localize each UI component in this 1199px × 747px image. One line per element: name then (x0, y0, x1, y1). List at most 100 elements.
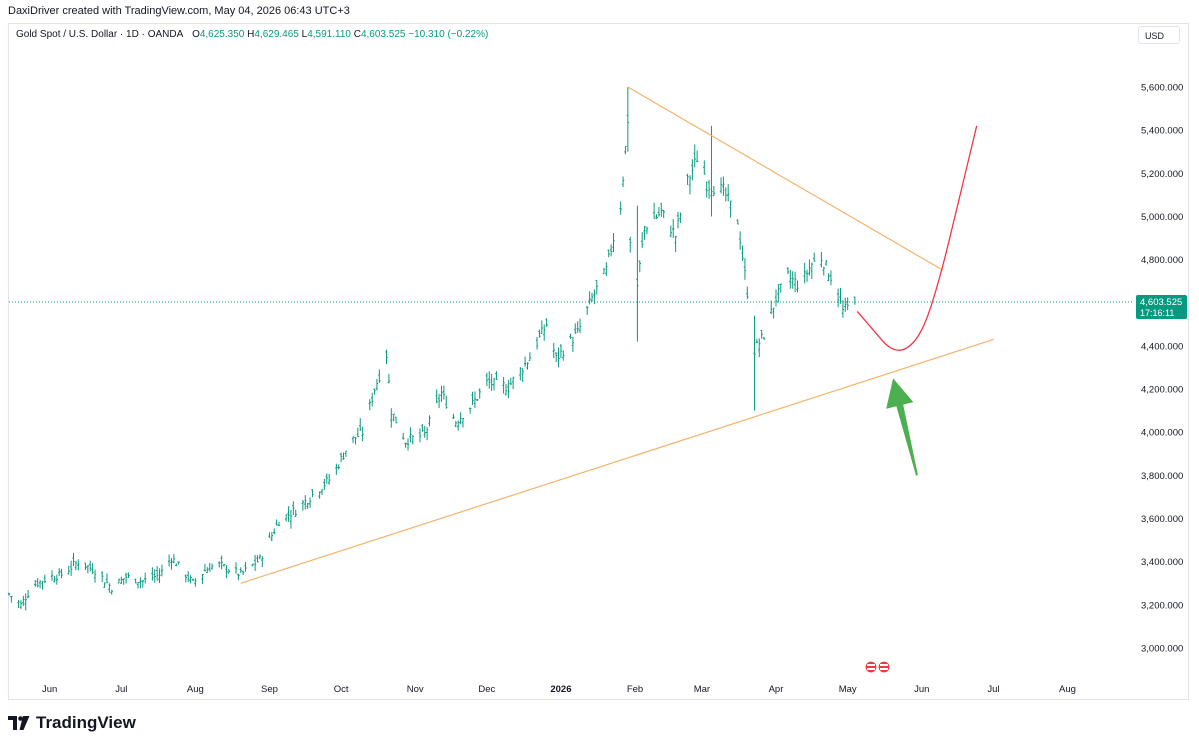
ohlc-bar (136, 582, 140, 589)
ohlc-bar (841, 300, 845, 318)
support-trendline (240, 338, 994, 584)
ohlc-bar (390, 408, 393, 428)
ohlc-bar (270, 532, 274, 542)
open-label: O (192, 29, 200, 40)
x-tick-label: Jul (987, 684, 999, 695)
ohlc-bar (251, 563, 254, 567)
ohlc-bar (607, 249, 610, 258)
ohlc-bar (543, 324, 546, 341)
ohlc-bar (120, 576, 123, 584)
ohlc-bar (53, 575, 56, 583)
ohlc-bar (359, 418, 362, 432)
ohlc-bar (638, 260, 641, 273)
ohlc-bar (810, 262, 814, 280)
ohlc-bar (356, 427, 360, 438)
currency-button[interactable]: USD (1138, 26, 1180, 44)
ohlc-bar (57, 568, 61, 577)
ohlc-bar (284, 514, 288, 522)
x-tick-label: Apr (769, 684, 784, 695)
ohlc-bar (184, 574, 188, 583)
ohlc-bar (552, 342, 555, 359)
y-tick-label: 5,600.000 (1141, 83, 1183, 94)
ohlc-bar (19, 600, 23, 609)
ohlc-bar (476, 399, 479, 401)
ohlc-bar (394, 416, 398, 424)
ohlc-bar (569, 333, 572, 339)
ohlc-bar (554, 352, 558, 363)
ohlc-bar (803, 262, 806, 284)
ohlc-bar (454, 420, 458, 428)
ohlc-bar (105, 573, 109, 584)
ohlc-bar (239, 567, 242, 573)
ohlc-bar (504, 383, 508, 396)
close-value: 4,603.525 (360, 29, 406, 40)
ohlc-bar (652, 202, 656, 219)
ohlc-bar (707, 179, 711, 199)
ohlc-bar (26, 589, 30, 599)
ohlc-bar (521, 367, 524, 383)
ohlc-bar (210, 563, 214, 570)
ohlc-bar (507, 379, 510, 399)
ohlc-bar (318, 491, 321, 499)
ohlc-bar (559, 344, 563, 358)
ohlc-bar (404, 442, 407, 448)
x-tick-label: Sep (261, 684, 278, 695)
ohlc-bar (445, 395, 448, 409)
ohlc-bar (535, 336, 539, 350)
ohlc-bar (304, 495, 307, 510)
y-tick-label: 3,800.000 (1141, 471, 1183, 482)
ohlc-bar (660, 203, 663, 217)
y-tick-label: 3,600.000 (1141, 514, 1183, 525)
ohlc-bar (308, 497, 312, 508)
ohlc-bar (139, 577, 142, 589)
ohlc-bar (227, 568, 231, 574)
high-label: H (247, 29, 255, 40)
ohlc-bar (93, 569, 97, 583)
ohlc-bar (853, 296, 857, 305)
ohlc-bar (793, 271, 797, 293)
ohlc-bar (160, 564, 164, 577)
ohlc-bar (337, 464, 340, 470)
ohlc-bar (151, 567, 154, 581)
resistance-trendline (627, 86, 944, 271)
ohlc-bar (89, 560, 92, 572)
ohlc-bar (808, 259, 811, 276)
us-flag-event-icon[interactable] (864, 660, 891, 674)
ohlc-bar (91, 563, 94, 575)
ohlc-bar (294, 509, 297, 517)
ohlc-bar (387, 373, 391, 384)
ohlc-bar (143, 572, 147, 584)
ohlc-bar (846, 297, 849, 311)
tradingview-logo[interactable]: TradingView (8, 713, 136, 733)
x-tick-label: Jul (115, 684, 127, 695)
ohlc-bar (473, 391, 477, 408)
ohlc-bar (571, 336, 575, 352)
ohlc-bar (636, 205, 639, 342)
x-tick-label: Jun (42, 684, 57, 695)
ohlc-bar (256, 555, 259, 563)
ohlc-bar (327, 473, 331, 485)
ohlc-bar (77, 559, 80, 571)
ohlc-bar (60, 568, 63, 579)
ohlc-bar (586, 306, 589, 315)
ohlc-bar (55, 574, 58, 585)
ohlc-bar (189, 575, 192, 584)
ohlc-bar (839, 287, 842, 304)
ohlc-bar (820, 251, 823, 268)
ohlc-bar (24, 593, 27, 611)
x-tick-label: Jun (914, 684, 929, 695)
ohlc-bar (612, 233, 615, 253)
ohlc-bar (354, 436, 357, 445)
symbol-title[interactable]: Gold Spot / U.S. Dollar · 1D · OANDA (16, 29, 184, 40)
ohlc-bar (203, 563, 207, 572)
ohlc-bar (509, 377, 512, 385)
ohlc-bar (574, 323, 577, 334)
ohlc-bar (538, 329, 541, 338)
ohlc-bar (124, 572, 128, 584)
ohlc-bar (187, 571, 190, 582)
ohlc-bar (719, 177, 723, 194)
ohlc-bar (261, 556, 264, 568)
ohlc-bar (351, 436, 355, 443)
price-tag-value: 4,603.525 (1140, 297, 1182, 308)
